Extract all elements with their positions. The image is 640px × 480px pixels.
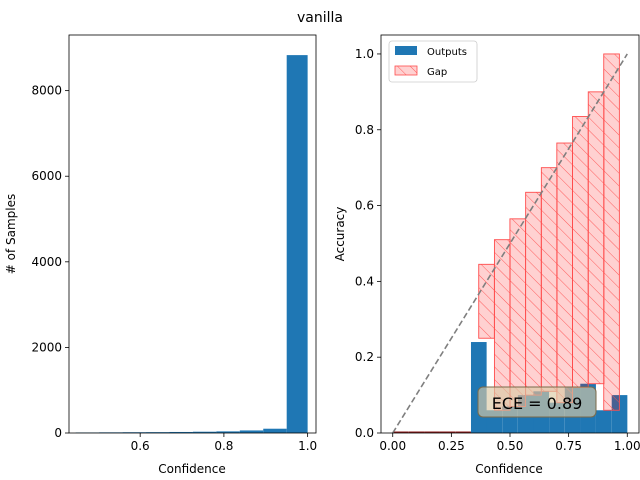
- left-y-tick-label: 0: [54, 426, 62, 440]
- gap-bar-hatch: [525, 191, 542, 396]
- legend-gap-hatch: [394, 65, 418, 76]
- histogram-bar-5: [192, 431, 217, 433]
- legend-gap-label: Gap: [427, 67, 447, 78]
- outputs-bar-3: [439, 431, 456, 433]
- outputs-bar-1: [408, 431, 425, 433]
- right-y-tick-label: 0.8: [355, 123, 374, 137]
- right-y-axis-label: Accuracy: [333, 207, 347, 262]
- outputs-bar-4: [455, 431, 471, 433]
- left-x-axis-label: Confidence: [158, 462, 225, 476]
- histogram-bar-9: [286, 55, 308, 433]
- left-y-tick-label: 2000: [31, 340, 62, 354]
- reliability-diagram: 0.00 0.25 0.50 0.75 1.00 0.0 0.2 0.4 0.6 0.8 1.0 C…: [333, 34, 640, 476]
- gap-bar-hatch: [556, 142, 573, 404]
- legend-outputs-label: Outputs: [427, 47, 467, 58]
- right-y-tick-label: 0.0: [355, 426, 374, 440]
- right-x-tick-label: 0.50: [497, 439, 524, 453]
- left-axes-frame: [68, 34, 317, 434]
- gap-bar-2: [509, 218, 527, 407]
- legend: Outputs Gap: [388, 40, 478, 83]
- gap-bar-1: [493, 239, 511, 411]
- left-x-tick-label: 1.0: [298, 439, 317, 453]
- gap-bar-hatch: [478, 263, 495, 339]
- right-x-axis-label: Confidence: [475, 462, 542, 476]
- left-x-tick-label: 0.8: [214, 439, 233, 453]
- figure-title: vanilla: [297, 10, 343, 26]
- left-y-tick-label: 6000: [31, 169, 62, 183]
- left-y-axis-label: # of Samples: [4, 194, 18, 275]
- gap-bar-4: [540, 167, 558, 392]
- right-x-tick-label: 1.00: [614, 439, 640, 453]
- gap-bar-hatch: [493, 239, 511, 411]
- right-y-tick-label: 0.2: [355, 350, 374, 364]
- confidence-histogram: 0.6 0.8 1.0 0 2000 4000 6000 8000 Confidence # …: [4, 34, 317, 476]
- histogram-bar-7: [239, 430, 264, 433]
- right-y-tick-label: 0.6: [355, 199, 374, 213]
- right-x-tick-label: 0.75: [555, 439, 582, 453]
- left-ticks: 0.6 0.8 1.0 0 2000 4000 6000 8000: [31, 84, 317, 453]
- gap-bar-5: [556, 142, 573, 404]
- histogram-bar-6: [216, 431, 240, 433]
- left-y-tick-label: 8000: [31, 84, 62, 98]
- right-x-tick-label: 0.00: [379, 439, 406, 453]
- left-y-tick-label: 4000: [31, 255, 62, 269]
- ece-annotation: ECE = 0.89: [477, 386, 597, 418]
- perfect-calibration-line: [392, 53, 628, 434]
- legend-outputs-swatch: [395, 46, 417, 55]
- histogram-bar-3: [146, 432, 170, 433]
- outputs-bar-2: [424, 431, 440, 433]
- ece-box: [477, 386, 597, 418]
- histogram-bar-8: [263, 428, 287, 433]
- outputs-bar-0: [392, 431, 409, 433]
- gap-bar-7: [587, 91, 605, 385]
- right-y-tick-label: 1.0: [355, 47, 374, 61]
- gap-bar-0: [478, 263, 495, 339]
- ece-label: ECE = 0.89: [492, 394, 583, 413]
- gap-bar-hatch: [603, 53, 620, 411]
- gap-bar-hatch: [587, 91, 605, 385]
- histogram-bars: [75, 55, 308, 433]
- gap-bar-hatch: [509, 218, 527, 407]
- gap-bar-6: [572, 116, 589, 388]
- right-ticks: 0.00 0.25 0.50 0.75 1.00 0.0 0.2 0.4 0.6 0.8 1.0: [355, 47, 640, 453]
- right-x-tick-label: 0.25: [438, 439, 465, 453]
- right-y-tick-label: 0.4: [355, 274, 374, 288]
- left-x-tick-label: 0.6: [131, 439, 150, 453]
- gap-bar-3: [525, 191, 542, 396]
- gap-bar-8: [603, 53, 620, 411]
- outputs-bar-13: [595, 410, 612, 433]
- gap-bar-hatch: [572, 116, 589, 388]
- histogram-bar-4: [169, 431, 193, 433]
- gap-bar-hatch: [540, 167, 558, 392]
